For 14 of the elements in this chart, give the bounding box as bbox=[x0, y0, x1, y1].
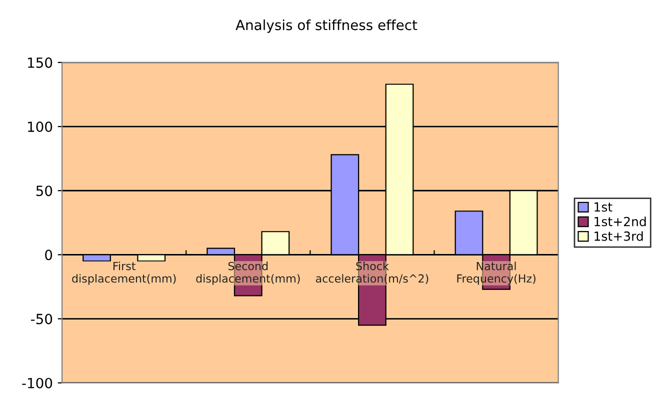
x-tick-label: Natural Frequency(Hz) bbox=[457, 262, 536, 285]
legend-label: 1st+3rd bbox=[594, 231, 643, 241]
y-tick-label: 0 bbox=[45, 250, 52, 260]
y-tick-label: 100 bbox=[28, 122, 52, 132]
chart-title: Analysis of stiffness effect bbox=[236, 19, 418, 33]
y-tick-label: 50 bbox=[36, 186, 52, 196]
x-tick-label: First displacement(mm) bbox=[72, 262, 176, 285]
x-tick-label: Shock acceleration(m/s^2) bbox=[316, 262, 428, 284]
legend-label: 1st+2nd bbox=[594, 216, 646, 226]
y-tick-label: -100 bbox=[22, 378, 52, 388]
x-tick-label: Second displacement(mm) bbox=[196, 262, 300, 285]
legend-label: 1st bbox=[594, 202, 612, 212]
y-tick-label: 150 bbox=[28, 57, 52, 68]
y-tick-label: -50 bbox=[31, 314, 52, 324]
